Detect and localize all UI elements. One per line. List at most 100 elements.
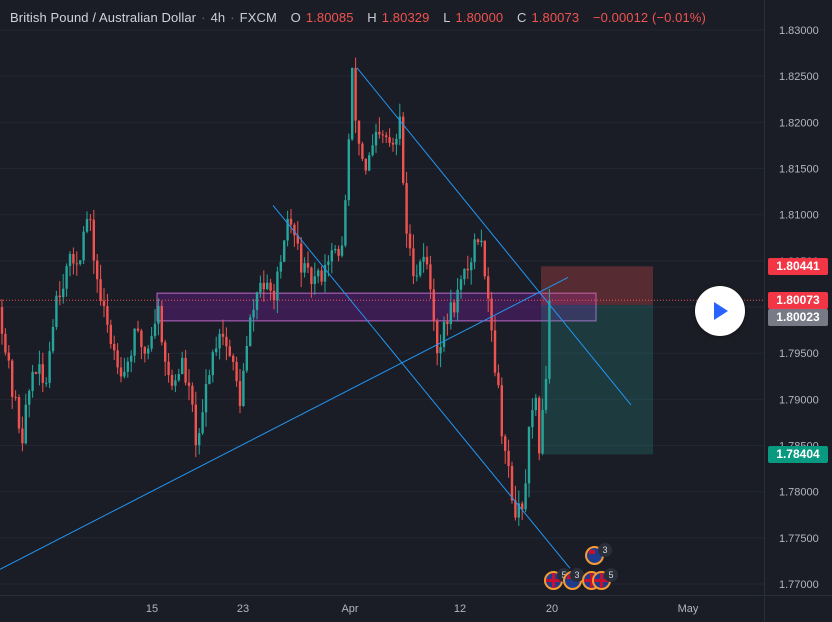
candle-body	[385, 135, 388, 138]
candle-body	[170, 375, 174, 386]
candle-body	[340, 245, 344, 256]
candle-body	[41, 364, 44, 383]
candle-body	[126, 361, 129, 372]
interval-label[interactable]: 4h	[210, 10, 226, 25]
candle-body	[143, 347, 146, 354]
x-tick-label: 20	[546, 603, 558, 615]
candle-body	[378, 131, 381, 135]
candle-body	[306, 263, 310, 268]
close-value: 1.80073	[531, 10, 580, 25]
candle-body	[136, 328, 140, 331]
play-button[interactable]	[695, 286, 745, 336]
x-tick-label: Apr	[341, 603, 358, 615]
candle-body	[439, 347, 442, 354]
candle-body	[524, 483, 527, 510]
candle-body	[446, 321, 449, 325]
candle-body	[79, 260, 82, 264]
candle-body	[391, 142, 395, 145]
candle-body	[184, 357, 187, 383]
candle-body	[320, 270, 323, 282]
candle-body	[14, 396, 17, 398]
source-label: FXCM	[239, 10, 277, 25]
last-price-tag: 1.80073	[768, 292, 828, 309]
candle-body	[344, 200, 347, 246]
candle-body	[534, 397, 537, 411]
symbol-name[interactable]: British Pound / Australian Dollar	[10, 10, 197, 25]
candle-body	[510, 466, 514, 501]
candle-body	[395, 138, 398, 145]
candle-body	[313, 276, 316, 284]
candle-body	[7, 352, 10, 361]
candle-body	[544, 379, 548, 410]
candle-body	[133, 328, 136, 356]
candle-body	[245, 345, 248, 371]
candle-body	[493, 330, 497, 373]
candle-body	[514, 500, 517, 518]
candle-body	[487, 276, 490, 299]
candle-body	[283, 240, 286, 262]
candle-body	[527, 427, 531, 484]
candle-body	[317, 270, 320, 277]
candle-body	[201, 412, 204, 434]
candle-body	[476, 239, 480, 243]
y-tick-label: 1.79500	[779, 348, 819, 360]
candle-body	[187, 382, 191, 386]
candle-body	[361, 143, 364, 159]
candle-body	[463, 268, 466, 280]
candle-body	[276, 271, 279, 300]
candle-body	[330, 250, 333, 262]
candle-body	[456, 289, 459, 313]
play-icon	[714, 302, 728, 320]
candle-body	[398, 116, 401, 139]
candle-body	[140, 330, 143, 348]
candle-body	[323, 264, 327, 282]
candle-body	[157, 305, 160, 324]
candle-body	[75, 263, 78, 265]
candle-body	[504, 436, 507, 451]
candle-body	[381, 134, 384, 136]
candle-body	[541, 409, 544, 454]
stop-loss-zone	[541, 266, 653, 305]
candle-body	[72, 253, 75, 264]
target-price-tag: 1.78404	[768, 446, 828, 463]
candle-body	[34, 371, 38, 374]
candle-body	[286, 218, 289, 241]
candle-body	[337, 248, 340, 256]
candle-body	[473, 239, 476, 263]
candle-body	[109, 324, 112, 344]
candle-body	[167, 361, 170, 376]
open-label: O	[290, 10, 301, 25]
candle-body	[459, 279, 463, 290]
candle-body	[215, 348, 218, 353]
candle-body	[483, 240, 486, 277]
candle-body	[364, 158, 367, 171]
candle-body	[89, 219, 92, 221]
candle-body	[65, 266, 68, 289]
candle-body	[259, 282, 262, 293]
candle-body	[51, 326, 55, 352]
candle-body	[507, 450, 510, 467]
open-value: 1.80085	[305, 10, 354, 25]
x-tick-label: 15	[146, 603, 158, 615]
candle-body	[55, 295, 58, 327]
candle-body	[266, 282, 269, 290]
candle-body	[412, 248, 415, 276]
candle-body	[48, 351, 51, 383]
take-profit-zone	[541, 304, 653, 455]
entry-price-tag: 1.80023	[768, 309, 828, 326]
x-tick-label: 12	[454, 603, 466, 615]
candle-body	[238, 381, 242, 407]
candle-body	[327, 261, 330, 265]
candle-body	[269, 282, 272, 291]
candle-body	[218, 333, 221, 349]
candle-body	[252, 309, 255, 318]
candle-body	[181, 357, 184, 375]
candle-body	[113, 343, 116, 351]
y-tick-label: 1.82000	[779, 117, 819, 129]
candle-body	[21, 428, 24, 444]
trendline	[0, 277, 569, 570]
candle-body	[235, 361, 238, 382]
ohlc-values: O 1.80085 H 1.80329 L 1.80000 C 1.80073 −0.0…	[291, 10, 711, 25]
candle-body	[470, 262, 473, 271]
candle-body	[408, 233, 412, 249]
